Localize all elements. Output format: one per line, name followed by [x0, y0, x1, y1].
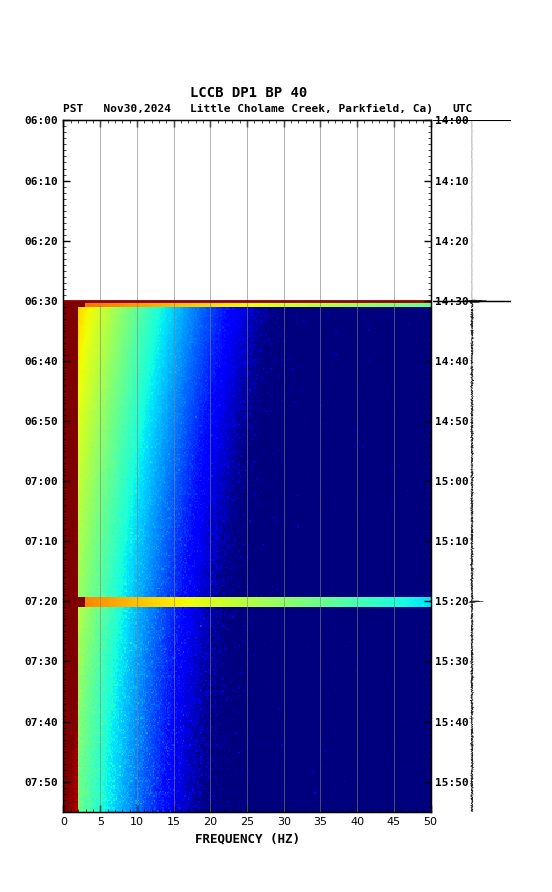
- Text: USGS: USGS: [18, 17, 48, 29]
- Text: PST   Nov30,2024: PST Nov30,2024: [63, 104, 172, 114]
- Text: LCCB DP1 BP 40: LCCB DP1 BP 40: [190, 86, 307, 100]
- Text: UTC: UTC: [453, 104, 473, 114]
- X-axis label: FREQUENCY (HZ): FREQUENCY (HZ): [194, 832, 300, 845]
- Text: Little Cholame Creek, Parkfield, Ca): Little Cholame Creek, Parkfield, Ca): [190, 104, 433, 114]
